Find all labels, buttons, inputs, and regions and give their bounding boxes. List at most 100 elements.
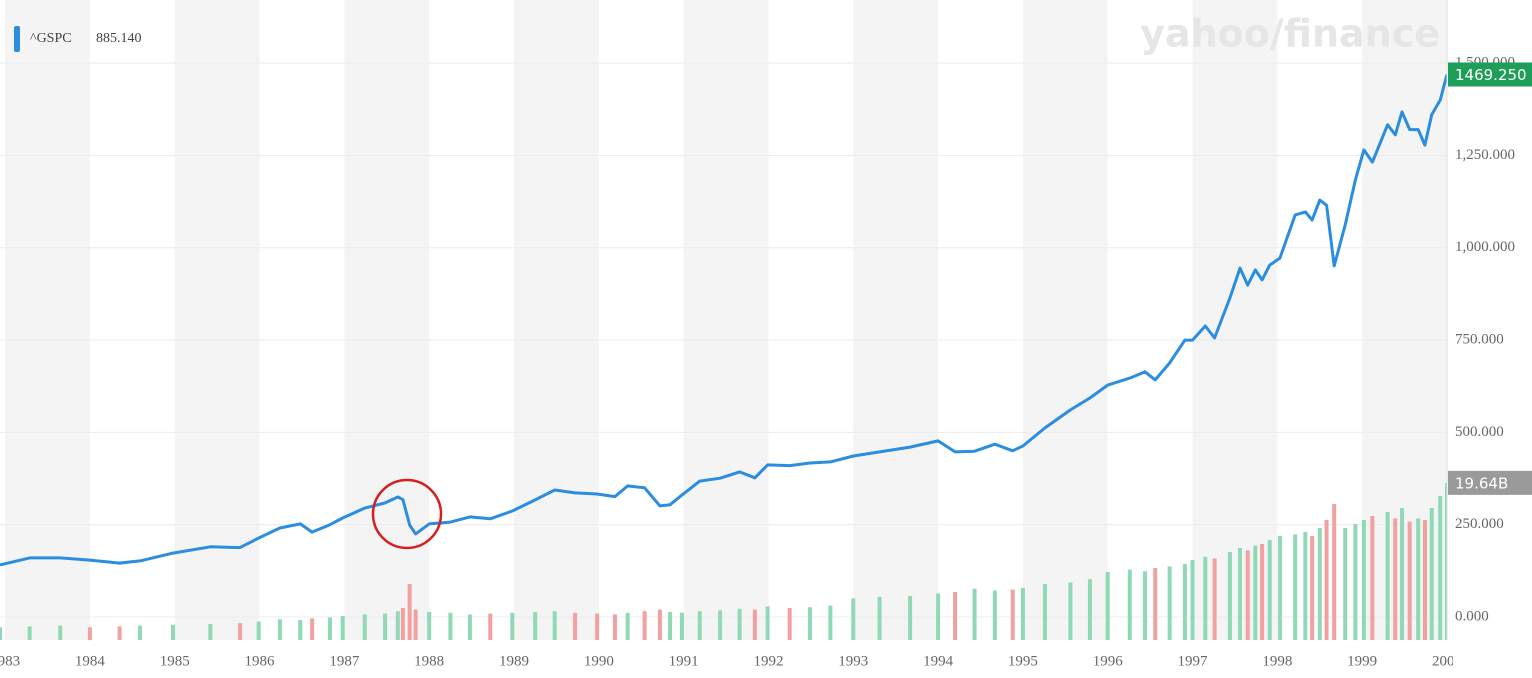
volume-bar xyxy=(936,593,941,640)
x-tick-label: 1989 xyxy=(499,653,529,669)
volume-bar xyxy=(1153,568,1158,640)
volume-bar xyxy=(0,627,2,640)
volume-bar xyxy=(1182,564,1187,640)
volume-bar xyxy=(972,588,977,640)
volume-bar xyxy=(573,612,578,640)
volume-bar xyxy=(1385,512,1390,640)
volume-bar xyxy=(310,618,315,640)
volume-bar xyxy=(679,612,684,640)
volume-bar xyxy=(828,605,833,640)
volume-bar xyxy=(87,627,92,640)
price-line xyxy=(0,74,1447,567)
volume-bar xyxy=(340,616,345,640)
volume-bar xyxy=(488,613,493,640)
volume-bar xyxy=(117,626,122,640)
volume-bar xyxy=(1253,545,1258,640)
x-tick-label: 1987 xyxy=(329,653,360,669)
volume-bar xyxy=(1370,516,1375,640)
x-tick-label: 1986 xyxy=(245,653,276,669)
legend-value: 885.140 xyxy=(96,31,142,46)
volume-bar xyxy=(298,620,303,640)
volume-bar xyxy=(1167,566,1172,640)
volume-bar xyxy=(467,614,472,640)
x-tick-label: 1999 xyxy=(1347,653,1377,669)
volume-bar xyxy=(877,596,882,640)
volume-bar xyxy=(1407,521,1412,640)
volume-bar xyxy=(642,611,647,640)
volume-bar xyxy=(1267,540,1272,640)
year-band xyxy=(683,0,769,640)
year-band xyxy=(853,0,939,640)
volume-bar xyxy=(1445,482,1447,640)
volume-bar xyxy=(400,608,405,640)
x-tick-label: 1997 xyxy=(1178,653,1209,669)
year-band xyxy=(513,0,599,640)
year-band xyxy=(344,0,430,640)
volume-bar xyxy=(1105,572,1110,640)
volume-bar xyxy=(953,592,958,640)
volume-bar xyxy=(208,624,213,640)
volume-bar xyxy=(1245,550,1250,640)
year-band xyxy=(1362,0,1447,640)
volume-bar xyxy=(718,610,723,640)
volume-bar xyxy=(1353,524,1358,640)
y-tick-label: 1,000.000 xyxy=(1455,239,1515,255)
volume-bar xyxy=(1227,552,1232,640)
volume-bar xyxy=(1143,571,1148,640)
last-value-label: 1469.250 xyxy=(1455,66,1527,84)
year-band xyxy=(1022,0,1108,640)
volume-bar xyxy=(1068,582,1073,640)
volume-bar xyxy=(612,614,617,640)
volume-bar xyxy=(737,608,742,640)
volume-bar xyxy=(851,598,856,640)
volume-bar xyxy=(395,611,400,640)
volume-bar xyxy=(1317,528,1322,640)
volume-bar xyxy=(362,614,367,640)
volume-bar xyxy=(697,611,702,640)
legend-swatch xyxy=(14,26,20,52)
volume-bar xyxy=(256,621,261,640)
volume-bar xyxy=(1429,508,1434,640)
x-tick-label: 1983 xyxy=(0,653,20,669)
grid xyxy=(0,62,1447,618)
volume-bar xyxy=(1343,528,1348,640)
last-value-label: 19.64B xyxy=(1455,474,1508,492)
y-axis: 0.000 250.000 500.000 750.000 1,000.000 1,250… xyxy=(1455,55,1515,625)
volume-bar xyxy=(448,612,453,640)
volume-bar xyxy=(1332,504,1337,640)
volume-bar xyxy=(668,612,673,640)
volume-bar xyxy=(1010,589,1015,640)
volume-bar xyxy=(752,609,757,640)
volume-bar xyxy=(510,612,515,640)
volume-bar xyxy=(625,612,630,640)
volume-bar xyxy=(1020,588,1025,640)
badges: 1469.250 19.64B xyxy=(1448,62,1532,495)
volume-bar xyxy=(1087,579,1092,640)
volume-bar xyxy=(1042,584,1047,640)
volume-bar xyxy=(552,611,557,640)
annotation-circle xyxy=(371,478,443,550)
x-tick-label: 1994 xyxy=(923,653,954,669)
volume-bar xyxy=(808,607,813,640)
x-tick-label: 1998 xyxy=(1262,653,1292,669)
volume-bar xyxy=(1238,548,1243,640)
year-band xyxy=(1192,0,1278,640)
volume-bar xyxy=(1310,536,1315,640)
year-band xyxy=(5,0,90,640)
x-tick-label: 1984 xyxy=(75,653,106,669)
legend-symbol: ^GSPC xyxy=(30,31,72,46)
last-value-badge xyxy=(1448,62,1532,87)
volume-bar xyxy=(1190,560,1195,640)
x-tick-label: 1992 xyxy=(753,653,783,669)
volume-bar xyxy=(58,625,63,640)
watermark: yahoo/finance xyxy=(1140,12,1440,56)
volume-bar xyxy=(383,613,388,640)
x-axis: 1983 1984 1985 1986 1987 1988 1989 1990 1991 1992… xyxy=(0,653,1453,669)
volume-bar xyxy=(1212,558,1217,640)
volume-bar xyxy=(595,613,600,640)
volume-bar xyxy=(1324,520,1329,640)
price-line xyxy=(0,74,1447,567)
volume-bar xyxy=(1203,556,1208,640)
